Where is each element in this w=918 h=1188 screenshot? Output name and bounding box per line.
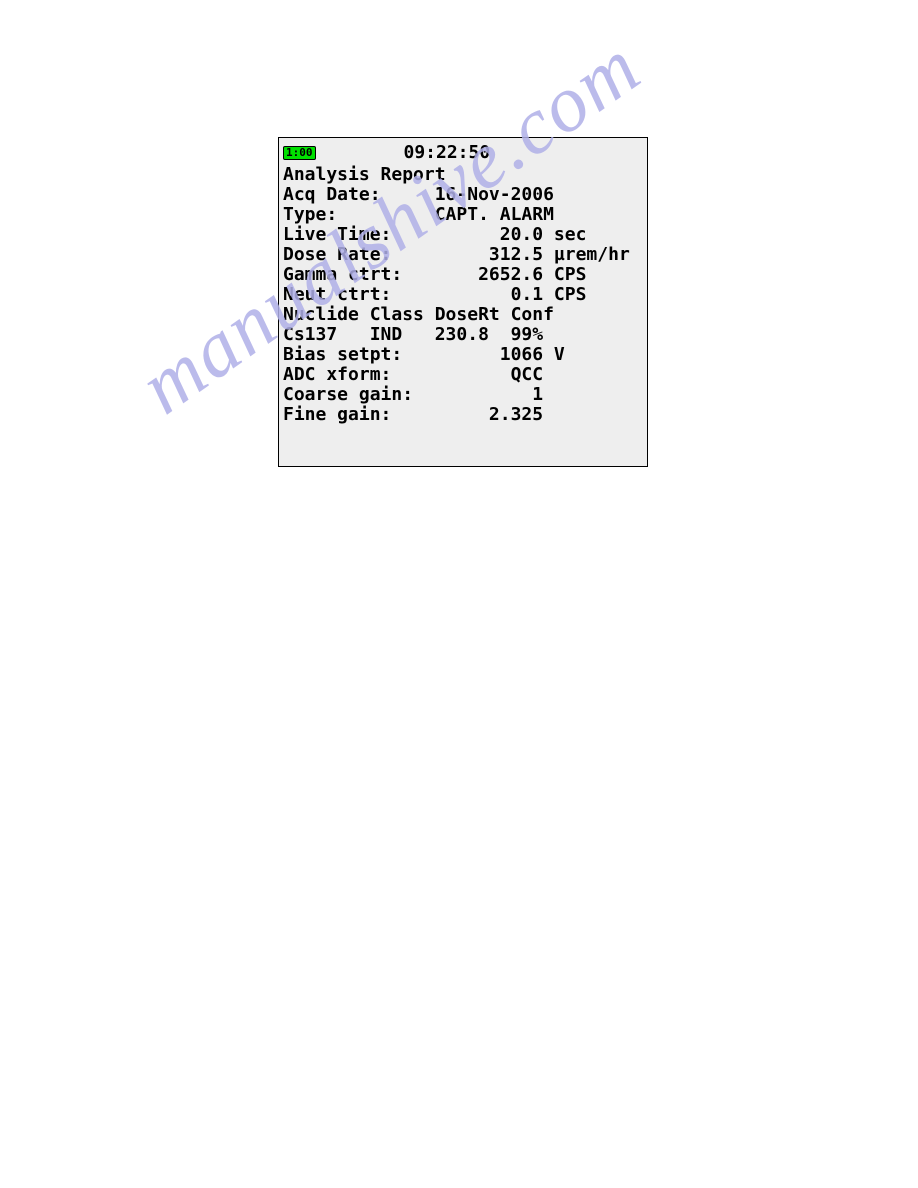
report-line-6: Nuclide Class DoseRt Conf	[283, 305, 643, 325]
header-row: 1:00 09:22:50	[283, 142, 643, 163]
report-body: Acq Date: 16-Nov-2006Type: CAPT. ALARMLi…	[283, 185, 643, 425]
report-line-5: Neut ctrt: 0.1 CPS	[283, 285, 643, 305]
report-line-4: Gamma ctrt: 2652.6 CPS	[283, 265, 643, 285]
battery-indicator: 1:00	[283, 146, 316, 160]
report-line-7: Cs137 IND 230.8 99%	[283, 325, 643, 345]
report-line-10: Coarse gain: 1	[283, 385, 643, 405]
report-line-2: Live Time: 20.0 sec	[283, 225, 643, 245]
report-line-8: Bias setpt: 1066 V	[283, 345, 643, 365]
report-line-9: ADC xform: QCC	[283, 365, 643, 385]
device-screen: 1:00 09:22:50 Analysis Report Acq Date: …	[278, 137, 648, 467]
report-title: Analysis Report	[283, 165, 643, 185]
report-line-0: Acq Date: 16-Nov-2006	[283, 185, 643, 205]
report-line-11: Fine gain: 2.325	[283, 405, 643, 425]
time-display: 09:22:50	[404, 142, 491, 163]
report-line-3: Dose Rate: 312.5 µrem/hr	[283, 245, 643, 265]
report-line-1: Type: CAPT. ALARM	[283, 205, 643, 225]
